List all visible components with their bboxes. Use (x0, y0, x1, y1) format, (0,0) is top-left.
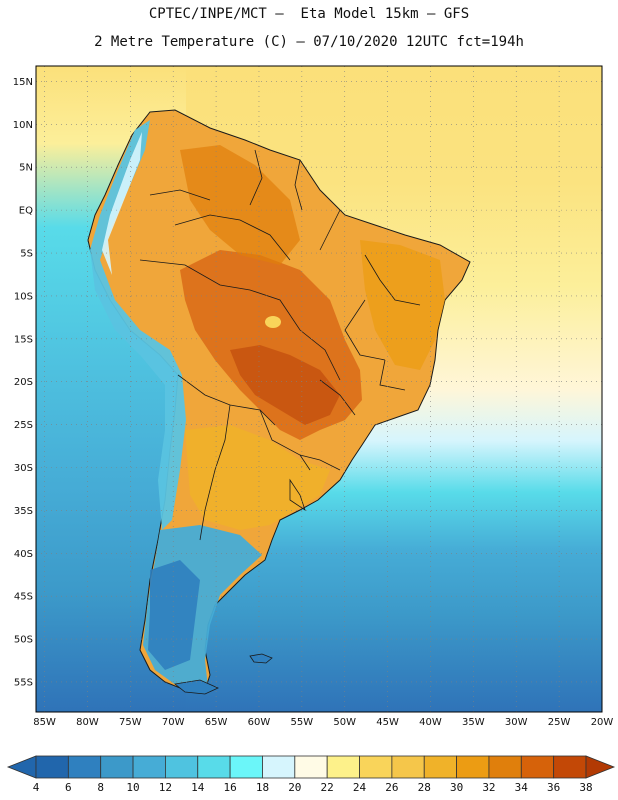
colorbar-swatch (553, 755, 587, 779)
lat-label: 15S (14, 334, 33, 345)
patagonia-cold (148, 560, 200, 670)
lon-label: 50W (333, 717, 356, 728)
lat-label: 40S (14, 549, 33, 560)
colorbar-swatch (197, 755, 231, 779)
colorbar-label: 6 (65, 781, 72, 794)
colorbar-label: 36 (547, 781, 560, 794)
lon-label: 65W (205, 717, 228, 728)
lon-label: 40W (419, 717, 442, 728)
lon-label: 60W (248, 717, 271, 728)
colorbar-swatch (35, 755, 69, 779)
hot-spot-central (265, 316, 281, 328)
colorbar-label: 8 (97, 781, 104, 794)
lon-label: 70W (162, 717, 185, 728)
colorbar-label: 14 (191, 781, 205, 794)
colorbar-label: 32 (482, 781, 495, 794)
lat-label: 50S (14, 635, 33, 646)
lat-label: 10S (14, 291, 33, 302)
colorbar-swatch (520, 755, 555, 779)
lat-label: 5N (19, 163, 33, 174)
colorbar-label: 34 (515, 781, 529, 794)
map-title-line-2: 2 Metre Temperature (C) – 07/10/2020 12U… (94, 34, 524, 50)
colorbar-label: 28 (418, 781, 431, 794)
andes-peaks (102, 132, 142, 275)
lat-label: 30S (14, 463, 33, 474)
lat-label: 35S (14, 506, 33, 517)
colorbar-label: 10 (126, 781, 139, 794)
colorbar-swatch (326, 755, 360, 779)
colorbar-label: 18 (256, 781, 269, 794)
lon-label: 30W (505, 717, 528, 728)
lat-label: 10N (13, 120, 33, 131)
lat-label: 25S (14, 420, 33, 431)
lat-label: 20S (14, 377, 33, 388)
colorbar-label: 26 (385, 781, 398, 794)
colorbar-label: 38 (579, 781, 592, 794)
colorbar-swatch (132, 755, 166, 779)
falkland-islands (249, 653, 273, 664)
lat-label: EQ (19, 206, 33, 217)
map-title-line-1: CPTEC/INPE/MCT – Eta Model 15km – GFS (148, 6, 470, 22)
colorbar-label: 24 (353, 781, 367, 794)
tierra-del-fuego (174, 679, 219, 695)
colorbar-label: 12 (159, 781, 172, 794)
lon-label: 25W (548, 717, 571, 728)
colorbar-right-arrow (585, 755, 616, 779)
lon-label: 80W (76, 717, 99, 728)
lat-label: 5S (20, 249, 33, 260)
andes-cool-strip (90, 120, 186, 530)
country-borders (139, 149, 421, 541)
colorbar: 4 6 8 10 12 14 16 18 20 22 24 26 28 30 32 34 36 38 (6, 755, 616, 794)
colorbar-swatch (165, 755, 199, 779)
colorbar-swatch (294, 755, 328, 779)
lon-label: 45W (376, 717, 399, 728)
colorbar-label: 20 (288, 781, 301, 794)
colorbar-label: 30 (450, 781, 463, 794)
colorbar-swatch (456, 755, 490, 779)
colorbar-swatch (359, 755, 393, 779)
lat-label: 55S (14, 677, 33, 688)
lon-label: 35W (462, 717, 485, 728)
map-frame (35, 65, 603, 713)
hottest-region (230, 345, 340, 425)
colorbar-swatch (488, 755, 522, 779)
colorbar-swatch (100, 755, 134, 779)
colorbar-label: 16 (223, 781, 236, 794)
latitude-labels: 15N 10N 5N EQ 5S 10S 15S 20S 25S 30S 35S 40S 45S 50S 5… (13, 77, 33, 689)
colorbar-swatch (262, 755, 296, 779)
lon-label: 20W (591, 717, 614, 728)
colorbar-label: 22 (321, 781, 334, 794)
colorbar-swatch (391, 755, 425, 779)
lat-label: 15N (13, 77, 33, 88)
longitude-labels: 85W 80W 75W 70W 65W 60W 55W 50W 45W 40W 35W 30W 25W 2… (33, 717, 613, 728)
colorbar-left-arrow (6, 755, 37, 779)
lon-label: 85W (33, 717, 56, 728)
colorbar-swatch (229, 755, 263, 779)
lon-label: 55W (291, 717, 314, 728)
colorbar-swatch (67, 755, 102, 779)
colorbar-swatch (423, 755, 457, 779)
northeast-warm-region (360, 240, 445, 370)
colorbar-label: 4 (33, 781, 40, 794)
lon-label: 75W (119, 717, 142, 728)
lat-label: 45S (14, 592, 33, 603)
